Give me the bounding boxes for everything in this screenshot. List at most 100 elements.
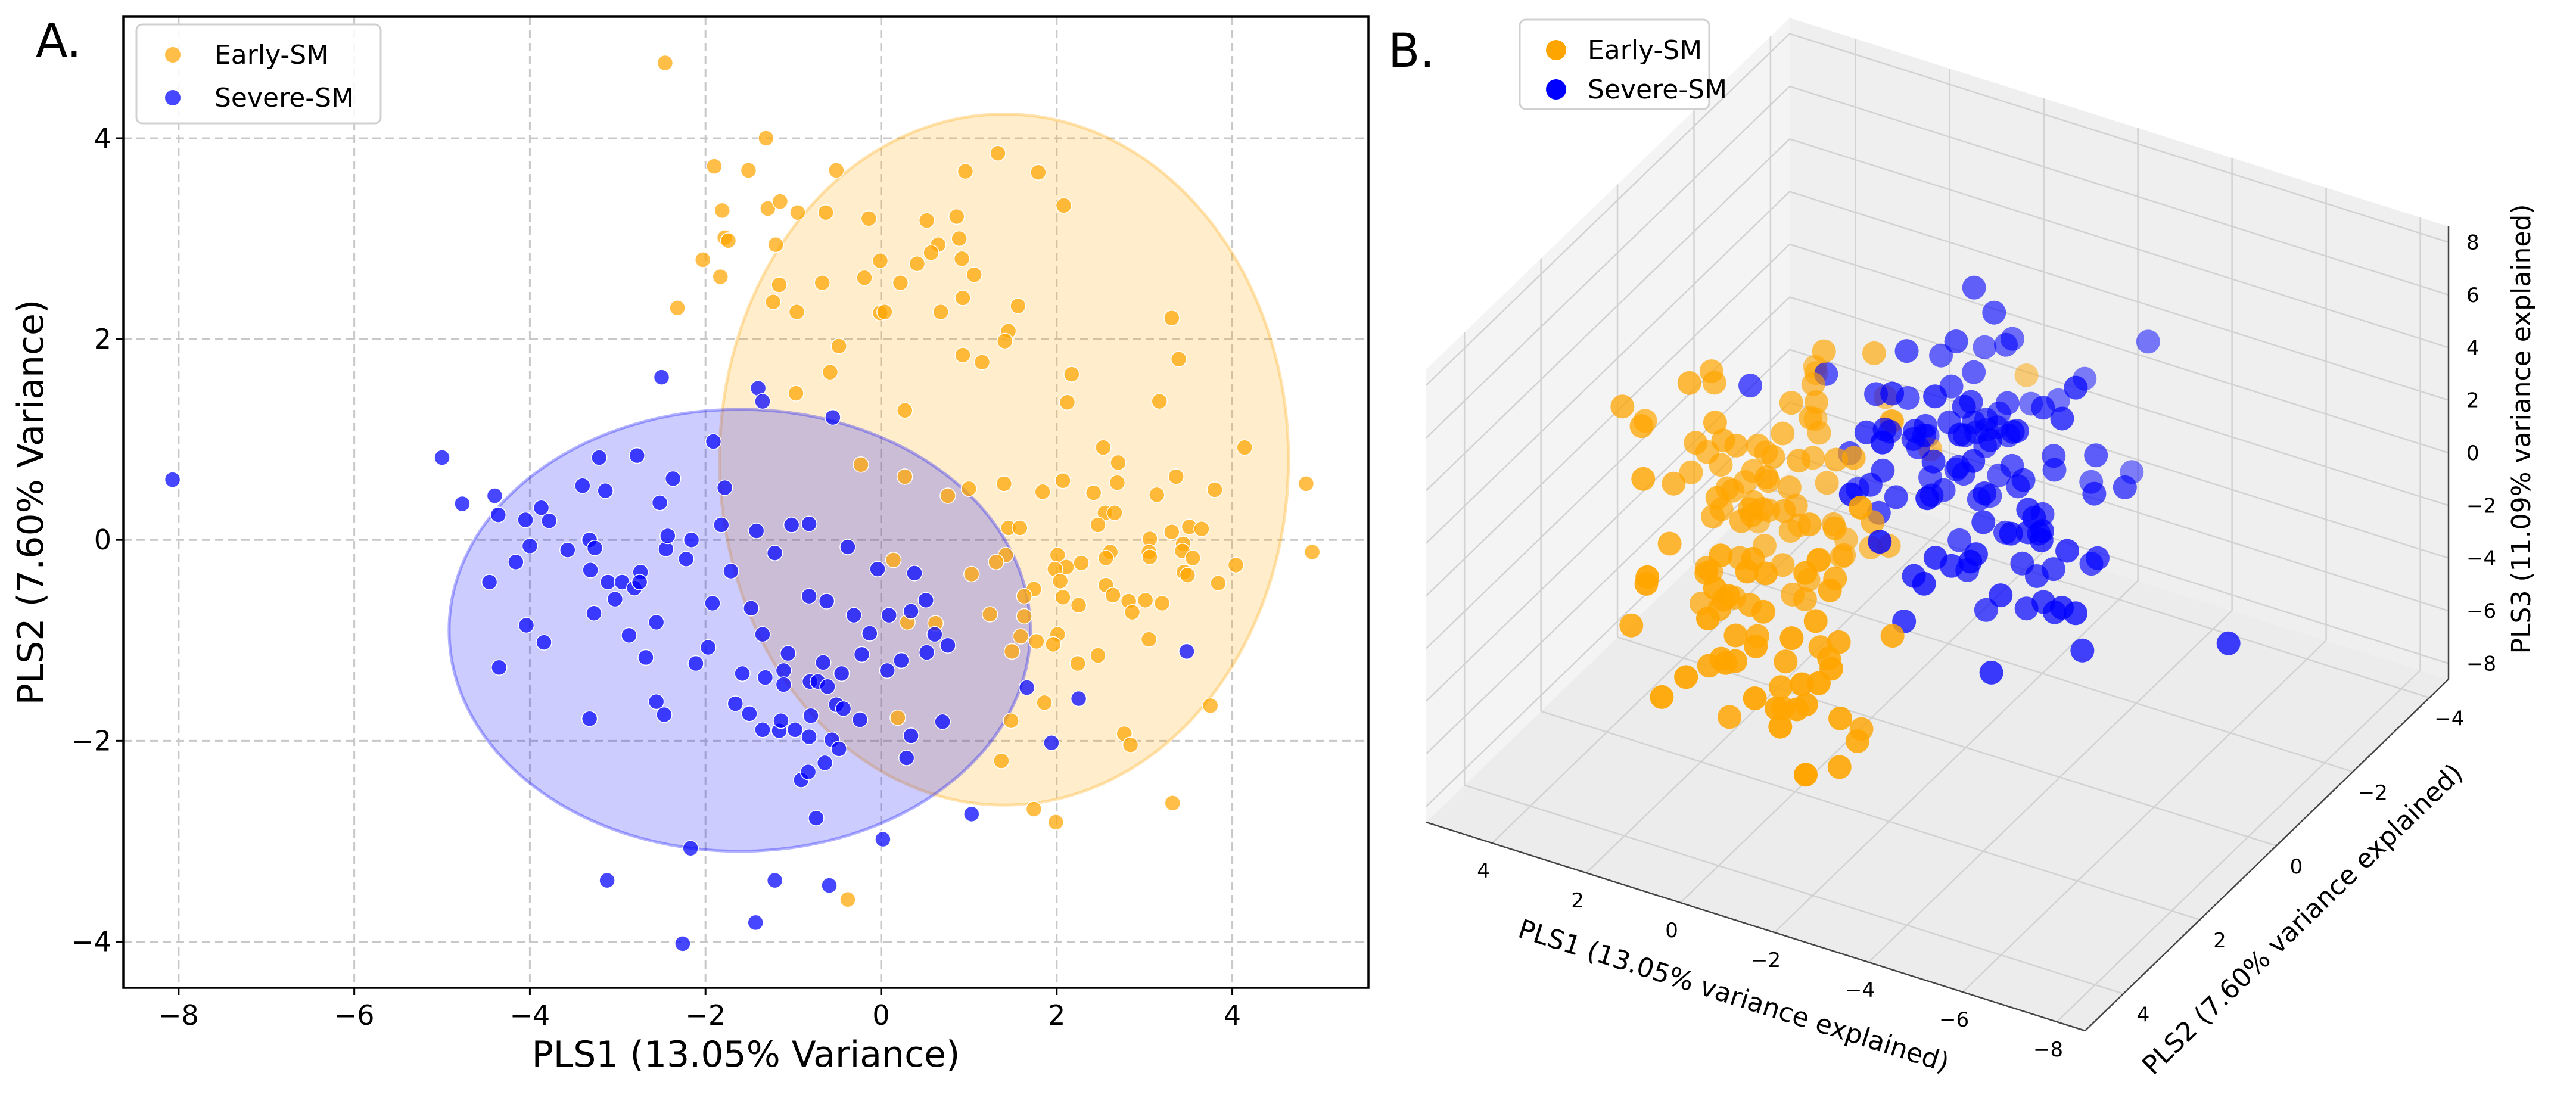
pls3-tick-label: −2 [2466, 494, 2496, 518]
early-sm-point [1202, 697, 1219, 714]
pls3-tick-label: −6 [2466, 599, 2496, 623]
severe-sm-point [1043, 734, 1060, 751]
early-sm-point [1045, 636, 1062, 653]
floor-gridline [1491, 491, 1856, 844]
legend-box [1519, 18, 1710, 110]
early-sm-point [1140, 631, 1158, 648]
early-sm-point-3d [1848, 495, 1872, 520]
legend-marker-severe [1546, 79, 1566, 100]
severe-sm-point [783, 517, 800, 533]
early-sm-point [1010, 297, 1026, 315]
pls2-tick-label: −2 [2358, 781, 2388, 805]
severe-sm-point-3d [1923, 546, 1947, 570]
early-sm-point [740, 162, 757, 179]
severe-sm-point-3d [1995, 391, 2020, 415]
pls3-tick-label: −4 [2466, 547, 2496, 571]
severe-sm-point-3d [2070, 638, 2095, 663]
early-sm-point-3d [1818, 578, 1842, 602]
x-tick-label: 2 [1048, 999, 1065, 1031]
severe-sm-point [903, 727, 919, 744]
pls3-tick-label: 4 [2466, 336, 2479, 360]
early-sm-point [1051, 573, 1069, 590]
severe-sm-point [486, 487, 503, 504]
early-sm-point-3d [1674, 665, 1698, 689]
early-sm-point [1059, 394, 1076, 411]
severe-sm-point [716, 479, 733, 496]
early-sm-point [1069, 655, 1086, 672]
severe-sm-point-3d [2031, 396, 2055, 420]
severe-sm-point-3d [1921, 449, 1946, 474]
early-sm-point-3d [1684, 431, 1708, 455]
early-sm-point [817, 204, 834, 221]
severe-sm-point [766, 545, 783, 561]
early-sm-point [1179, 567, 1196, 583]
severe-sm-point-3d [1989, 583, 2013, 608]
pls3-tick-label: 8 [2466, 231, 2479, 255]
x-tick-label: 0 [872, 999, 889, 1031]
early-sm-point [814, 274, 830, 291]
severe-sm-point-3d [1958, 549, 1983, 574]
severe-sm-point [541, 512, 558, 529]
pls1-tick-label: −4 [1845, 978, 1875, 1002]
y-tick-label: −4 [71, 925, 111, 957]
severe-sm-point [825, 409, 841, 426]
severe-sm-point [786, 722, 804, 738]
severe-sm-point-3d [1952, 394, 1976, 419]
early-sm-point-3d [1703, 576, 1727, 601]
severe-sm-point [939, 637, 956, 654]
y-tick-label: 0 [94, 524, 111, 556]
early-sm-point-3d [1803, 609, 1828, 633]
severe-sm-point-3d [1912, 423, 1936, 447]
early-sm-point [1047, 814, 1065, 831]
early-sm-point [853, 456, 869, 473]
severe-sm-point-3d [2085, 546, 2110, 570]
severe-sm-point [659, 527, 676, 545]
early-sm-point-3d [1862, 341, 1886, 365]
early-sm-point [1236, 439, 1253, 456]
early-sm-point [1054, 472, 1071, 489]
severe-sm-point [648, 693, 665, 710]
severe-sm-point-3d [1962, 275, 1986, 300]
severe-sm-point-3d [1973, 335, 1997, 359]
severe-sm-point [821, 877, 838, 894]
early-sm-point [771, 276, 788, 293]
early-sm-point [1055, 197, 1072, 214]
y-axis-label: PLS2 (7.60% Variance) [10, 300, 52, 705]
severe-sm-point-3d [2001, 419, 2025, 444]
early-sm-point [872, 252, 889, 269]
severe-sm-point-3d [2082, 481, 2107, 506]
early-sm-point-3d [1718, 705, 1742, 729]
severe-sm-point [835, 700, 852, 717]
early-sm-point [889, 709, 906, 726]
x-tick-label: 4 [1224, 999, 1241, 1031]
severe-sm-point-3d [1962, 360, 1986, 384]
severe-sm-point [853, 646, 870, 663]
severe-sm-point [816, 754, 833, 772]
severe-sm-point [819, 678, 836, 695]
pls2-tick-label: 4 [2137, 1003, 2150, 1027]
early-sm-point-3d [1772, 499, 1797, 523]
pls3-tick-label: 2 [2466, 389, 2479, 413]
early-sm-point [1090, 517, 1106, 533]
severe-sm-point [559, 542, 576, 558]
severe-sm-point [683, 531, 700, 548]
severe-sm-point [586, 539, 603, 556]
early-sm-point-3d [1662, 471, 1686, 496]
early-sm-point [1030, 164, 1047, 181]
severe-sm-point-3d [1912, 571, 1936, 596]
early-sm-point-3d [1650, 685, 1674, 709]
early-sm-point [963, 565, 980, 583]
pls2-tick-label: −4 [2434, 707, 2464, 731]
x-tick-label: −2 [685, 999, 726, 1031]
early-sm-point [923, 244, 939, 261]
early-sm-point [1168, 468, 1184, 485]
floor-gridline [1541, 710, 2201, 921]
early-sm-point [990, 145, 1006, 161]
early-sm-point-3d [1735, 559, 1759, 584]
legend-label-early: Early-SM [214, 40, 329, 70]
severe-sm-point [851, 711, 869, 728]
early-sm-point-3d [1631, 467, 1656, 491]
early-sm-point-3d [1740, 503, 1764, 527]
severe-sm-point-3d [1994, 332, 2018, 357]
severe-sm-point [906, 565, 923, 582]
